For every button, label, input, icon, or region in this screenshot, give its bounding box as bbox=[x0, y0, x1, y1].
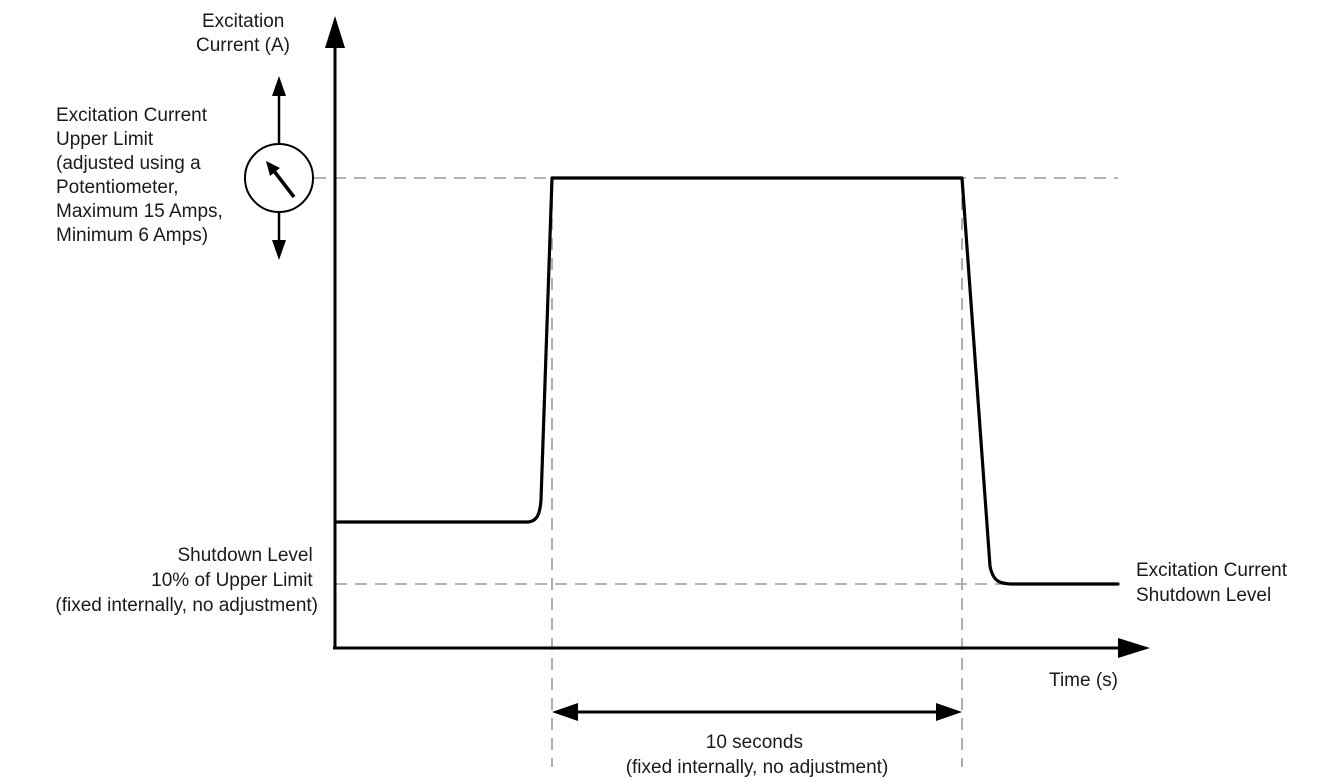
shutdown-curve-label: Excitation Current Shutdown Level bbox=[1136, 560, 1292, 606]
y-axis-label: Excitation Current (A) bbox=[196, 11, 290, 56]
potentiometer-dial-icon bbox=[244, 76, 314, 260]
double-headed-arrow-icon bbox=[552, 703, 962, 721]
y-axis-arrowhead bbox=[325, 16, 345, 48]
excitation-current-curve bbox=[333, 176, 1120, 586]
duration-label: 10 seconds (fixed internally, no adjustm… bbox=[626, 732, 889, 778]
shutdown-level-label: Shutdown Level 10% of Upper Limit (fixed… bbox=[55, 545, 318, 616]
x-axis-arrowhead bbox=[1118, 638, 1150, 658]
upper-limit-label: Excitation Current Upper Limit (adjusted… bbox=[56, 105, 228, 246]
x-axis bbox=[333, 638, 1150, 658]
x-axis-label: Time (s) bbox=[1049, 670, 1118, 691]
y-axis bbox=[325, 16, 345, 648]
